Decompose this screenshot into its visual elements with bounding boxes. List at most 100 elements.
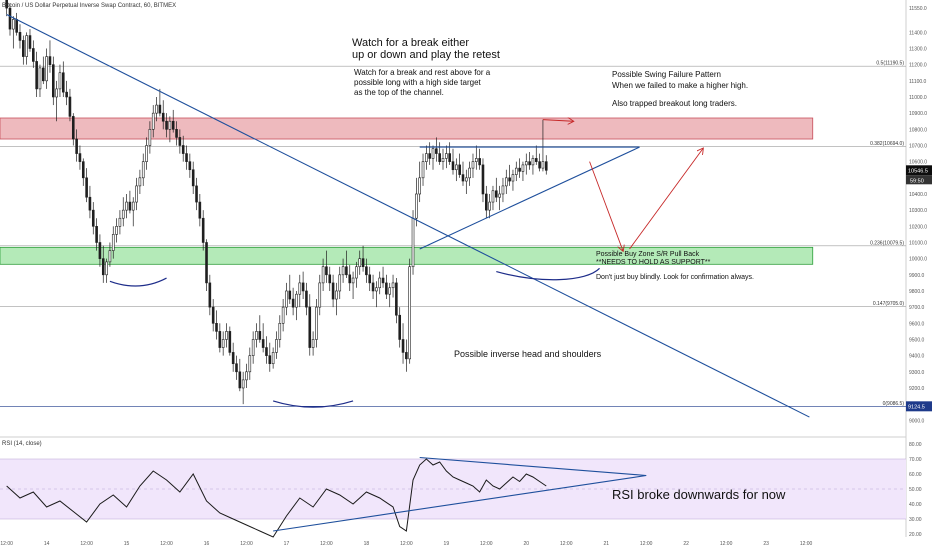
candle-body [231,352,235,365]
time-axis-tick: 12:00 [160,541,173,547]
candle-body [111,234,115,251]
rsi-axis-tick: 20.00 [909,532,922,538]
candle-body [504,177,508,187]
candle-body [301,282,305,292]
candle-body [205,242,208,284]
candle-body [315,306,318,340]
candle-body [518,167,521,172]
candle-body [475,158,478,162]
candle-body [341,266,345,276]
candle-body [38,67,42,90]
candle-body [75,138,78,154]
time-axis-tick: 12:00 [240,541,253,547]
candle-body [348,274,352,284]
candle-body [15,19,18,33]
candle-body [22,40,25,57]
candle-body [398,314,402,340]
candle-body [245,371,248,381]
candle-body [12,19,15,30]
candle-body [275,339,278,353]
chart-title: Bitcoin / US Dollar Perpetual Inverse Sw… [2,3,177,9]
candle-body [291,298,295,308]
time-axis-tick: 16 [204,541,210,547]
candle-body [148,129,152,146]
candle-body [255,331,258,340]
watch-body-line1: Watch for a break and rest above for a [354,68,491,77]
rsi-line [6,458,547,538]
candle-body [228,331,232,353]
candle-body [161,112,165,122]
candle-body [218,331,222,348]
countdown-tag: 59:50 [910,178,924,184]
candle-body [458,164,461,175]
candle-body [511,174,515,182]
candle-body [448,153,451,162]
watch-body-line3: as the top of the channel. [354,88,444,97]
price-axis-tick: 9400.0 [909,354,925,360]
candle-body [325,266,328,276]
candle-body [115,226,118,235]
candle-body [311,339,315,348]
candle-body [221,339,225,348]
candle-body [435,148,438,154]
time-axis-tick: 12:00 [80,541,93,547]
candle-body [208,282,212,308]
candle-body [288,290,292,300]
candle-body [138,177,142,187]
candle-body [421,161,425,179]
candle-body [408,266,411,360]
candle-body [261,339,265,348]
candle-body [175,129,178,138]
candle-body [35,61,38,90]
candle-body [335,290,338,300]
price-axis-tick: 9800.0 [909,289,925,295]
support-zone [0,246,814,265]
watch-body-line2: possible long with a high side target [354,78,481,87]
candle-body [268,355,272,365]
candle-body [278,323,282,340]
time-axis-tick: 12:00 [800,541,813,547]
candle-body [488,201,491,211]
candle-body [491,190,495,203]
candle-body [295,293,298,308]
price-axis-tick: 10400.0 [909,192,927,198]
candle-body [108,250,112,263]
price-axis-tick: 10100.0 [909,240,927,246]
fib-level-label: 0(9086.5) [883,401,905,407]
candle-body [365,266,368,276]
candle-body [514,167,518,175]
candle-body [25,35,28,57]
candle-body [534,158,538,162]
swing-failure-line2: When we failed to make a higher high. [612,81,749,90]
time-axis-tick: 17 [284,541,290,547]
candle-body [28,35,32,49]
candle-body [165,120,168,130]
candle-body [428,153,431,159]
candle-body [451,161,455,171]
candle-body [155,104,158,114]
candle-body [498,193,501,198]
candle-body [88,196,92,211]
candle-body [355,266,358,279]
swing-failure-line1: Possible Swing Failure Pattern [612,70,721,79]
candle-body [135,185,138,203]
candle-body [338,274,342,292]
projection-arrow [629,149,703,250]
candle-body [95,226,98,243]
candle-body [538,161,541,169]
pattern-curve [109,277,167,287]
candle-body [405,352,408,360]
candle-body [371,282,375,292]
candle-body [521,164,525,172]
price-axis-tick: 10000.0 [909,257,927,263]
candle-body [531,158,535,166]
candle-body [388,287,392,295]
candle-body [158,104,162,114]
fib-level-label: 0.147(9705.0) [873,301,904,307]
rsi-axis-tick: 80.00 [909,442,922,448]
candle-body [121,209,125,219]
candle-body [395,282,398,316]
candle-body [495,190,498,198]
countdown-tag-bg [906,175,932,185]
